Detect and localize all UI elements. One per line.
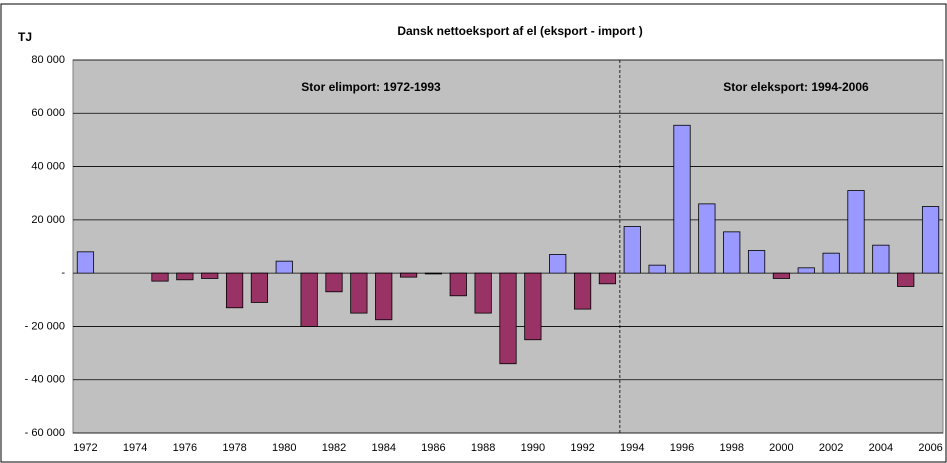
y-tick-label: - 40 000 xyxy=(25,374,65,386)
bar xyxy=(897,272,915,287)
y-tick-label: 40 000 xyxy=(31,160,65,172)
y-axis-label: TJ xyxy=(18,30,32,44)
chart-title: Dansk nettoeksport af el (eksport - impo… xyxy=(397,24,642,38)
bar xyxy=(76,251,95,274)
x-tick-label: 2002 xyxy=(819,442,843,454)
bar xyxy=(375,272,393,321)
annotation: Stor elimport: 1972-1993 xyxy=(301,80,441,94)
x-tick-label: 1998 xyxy=(719,442,743,454)
plot-area xyxy=(72,59,944,434)
bar xyxy=(424,272,443,275)
x-tick-label: 1982 xyxy=(322,442,346,454)
x-tick-label: 1986 xyxy=(421,442,445,454)
annotation: Stor eleksport: 1994-2006 xyxy=(723,80,869,94)
bar xyxy=(499,272,517,365)
bar xyxy=(399,272,418,278)
bar xyxy=(201,272,219,279)
x-tick-label: 2000 xyxy=(769,442,793,454)
bar xyxy=(275,260,293,274)
x-tick-label: 1972 xyxy=(73,442,97,454)
x-tick-label: 1984 xyxy=(371,442,395,454)
x-tick-label: 1994 xyxy=(620,442,644,454)
x-tick-label: 1976 xyxy=(173,442,197,454)
bar xyxy=(772,272,791,279)
bar xyxy=(225,272,244,309)
bar xyxy=(872,244,890,274)
bar xyxy=(325,272,343,293)
y-tick-label: 80 000 xyxy=(31,54,65,66)
bar xyxy=(176,272,194,281)
y-tick-label: - 20 000 xyxy=(25,320,65,332)
bar xyxy=(723,231,741,274)
bar xyxy=(698,203,716,274)
bar xyxy=(921,206,940,274)
x-tick-label: 1978 xyxy=(222,442,246,454)
y-tick-label: - xyxy=(61,267,65,279)
bar xyxy=(648,264,666,274)
bar xyxy=(524,272,542,341)
bar xyxy=(350,272,368,314)
y-tick-label: 60 000 xyxy=(31,107,65,119)
x-tick-label: 1990 xyxy=(521,442,545,454)
x-tick-label: 1980 xyxy=(272,442,296,454)
bar xyxy=(474,272,492,314)
bar xyxy=(747,250,766,274)
x-tick-label: 2004 xyxy=(869,442,893,454)
x-tick-label: 1988 xyxy=(471,442,495,454)
x-tick-label: 1996 xyxy=(670,442,694,454)
bar xyxy=(151,272,169,282)
y-tick-label: - 60 000 xyxy=(25,427,65,439)
bar xyxy=(822,252,840,274)
x-tick-label: 1992 xyxy=(570,442,594,454)
bar xyxy=(623,226,641,274)
bar xyxy=(300,272,318,327)
bar xyxy=(673,124,691,274)
bar xyxy=(250,272,269,303)
x-tick-label: 2006 xyxy=(918,442,942,454)
y-tick-label: 20 000 xyxy=(31,214,65,226)
x-tick-label: 1974 xyxy=(123,442,147,454)
bar xyxy=(549,254,567,274)
bar xyxy=(573,272,592,310)
bar xyxy=(847,190,865,274)
bar xyxy=(598,272,617,285)
bar xyxy=(449,272,467,297)
bar xyxy=(797,267,815,274)
